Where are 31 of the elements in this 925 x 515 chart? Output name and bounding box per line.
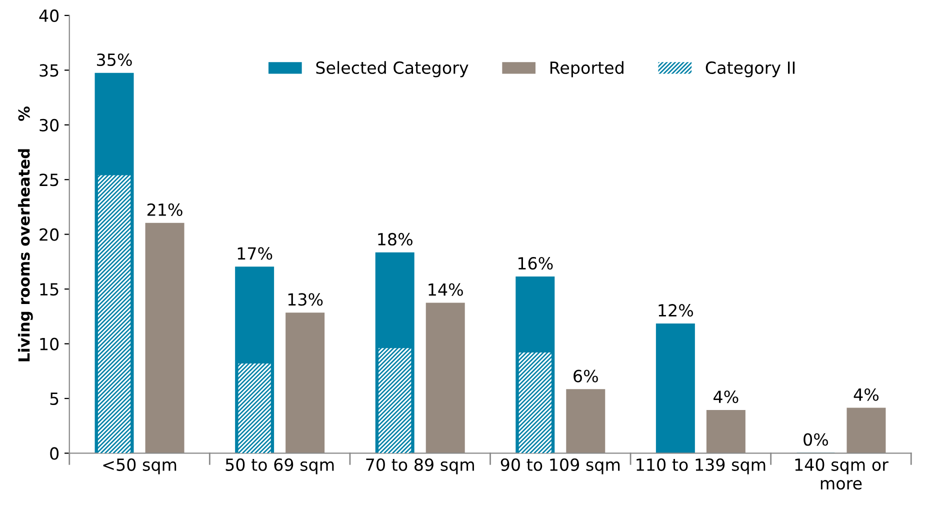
data-label: 0% xyxy=(804,433,828,446)
data-label: 16% xyxy=(518,257,553,270)
y-tick-label: 20 xyxy=(40,228,59,241)
data-label: 18% xyxy=(378,232,412,246)
y-tick-label: 40 xyxy=(39,9,59,22)
legend-label: Selected Category xyxy=(316,61,468,78)
data-label: 21% xyxy=(147,203,182,216)
legend-label: Reported xyxy=(550,61,624,78)
x-tick-label: 110 to 139 sqm xyxy=(636,458,766,474)
y-tick-label: 5 xyxy=(50,392,58,406)
data-label: 4% xyxy=(854,388,879,401)
y-tick-label: 15 xyxy=(40,283,58,296)
data-label: 13% xyxy=(288,293,323,306)
x-tick-label: 50 to 69 sqm xyxy=(226,458,334,474)
data-label: 14% xyxy=(428,283,463,296)
data-label: 12% xyxy=(658,304,694,317)
data-label: 17% xyxy=(238,247,272,260)
data-label: 35% xyxy=(97,53,132,66)
x-tick-label: <50 sqm xyxy=(103,458,176,474)
y-tick-label: 25 xyxy=(40,174,58,186)
legend-label: Category II xyxy=(706,61,795,78)
x-tick-label: 90 to 109 sqm xyxy=(500,458,620,474)
y-tick-label: 35 xyxy=(40,64,58,77)
data-label: 4% xyxy=(714,390,738,404)
y-tick-label: 0 xyxy=(50,447,59,460)
y-tick-label: 10 xyxy=(40,338,59,350)
x-tick-label: 140 sqm or more xyxy=(795,458,888,490)
y-tick-label: 30 xyxy=(40,118,59,132)
x-tick-label: 70 to 89 sqm xyxy=(366,458,474,474)
data-label: 6% xyxy=(574,370,598,382)
y-axis-title: Living rooms overheated % xyxy=(18,106,33,362)
